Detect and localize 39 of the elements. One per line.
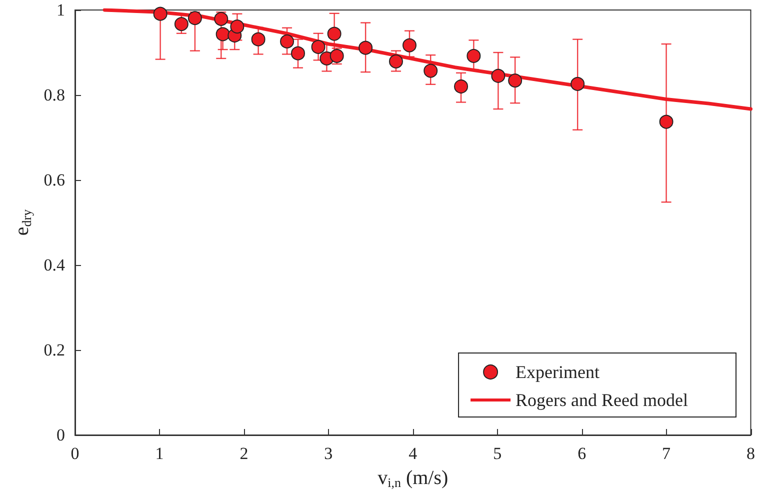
point	[174, 17, 188, 32]
y-tick-label: 0.8	[44, 86, 65, 104]
point	[358, 40, 373, 55]
point	[388, 54, 403, 68]
point	[454, 80, 468, 94]
point	[659, 114, 674, 129]
point	[327, 26, 342, 41]
point	[216, 27, 230, 42]
y-tick-label: 1	[56, 0, 65, 20]
y-tick-label: 0.2	[44, 340, 65, 360]
point	[214, 12, 228, 26]
x-tick-label: 2	[240, 444, 248, 463]
point	[570, 76, 585, 91]
point	[508, 74, 522, 88]
x-tick-label: 4	[408, 444, 418, 463]
legend-label: Rogers and Reed model	[516, 390, 688, 410]
point	[230, 20, 244, 34]
x-tick-label: 6	[578, 444, 586, 463]
point	[311, 40, 326, 54]
point	[491, 68, 506, 83]
point	[188, 11, 202, 26]
y-tick-label: 0	[56, 426, 65, 444]
x-tick-label: 8	[746, 444, 755, 463]
point	[291, 46, 305, 60]
legend-label: Experiment	[516, 362, 600, 382]
y-tick-label: 0.6	[44, 170, 65, 190]
point	[466, 48, 481, 63]
x-tick-label: 5	[493, 444, 502, 463]
x-tick-label: 1	[155, 444, 164, 463]
point	[153, 6, 168, 21]
x-tick-label: 0	[70, 444, 80, 463]
y-axis-title: edry	[10, 208, 34, 236]
x-tick-label: 7	[662, 444, 672, 463]
point	[424, 64, 438, 78]
point	[251, 32, 266, 46]
y-tick-label: 0.4	[44, 256, 66, 274]
x-tick-label: 3	[324, 444, 333, 463]
point	[402, 38, 416, 52]
point	[280, 34, 294, 48]
